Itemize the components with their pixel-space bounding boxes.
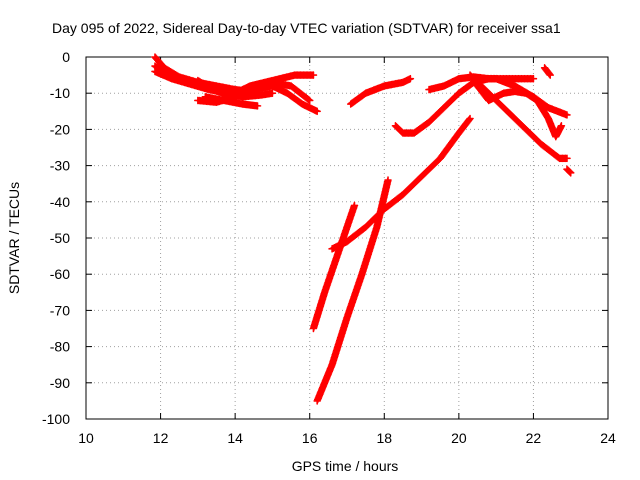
x-tick-label: 24	[600, 430, 616, 446]
series-arc-10	[328, 114, 474, 253]
y-tick-label: -80	[50, 339, 70, 355]
series-arc-18	[563, 165, 575, 177]
series-markers	[313, 176, 392, 405]
series-markers	[216, 82, 321, 116]
x-tick-label: 22	[526, 430, 542, 446]
y-tick-label: -60	[50, 266, 70, 282]
axis-ticks	[85, 56, 609, 420]
x-axis-label: GPS time / hours	[292, 458, 399, 474]
x-tick-label: 12	[153, 430, 169, 446]
x-tick-labels: 10 12 14 16 18 20 22 24	[78, 430, 616, 446]
y-tick-label: -30	[50, 158, 70, 174]
y-tick-label: -10	[50, 85, 70, 101]
series-arc-17	[540, 64, 555, 79]
series-arc-16	[469, 74, 571, 119]
data-series	[151, 53, 575, 405]
series-markers	[469, 74, 571, 119]
series-markers	[563, 165, 575, 177]
y-tick-labels: 0 -10 -20 -30 -40 -50 -60 -70 -80 -90 -100	[42, 49, 70, 427]
y-tick-label: -100	[42, 411, 70, 427]
y-tick-label: -40	[50, 194, 70, 210]
series-arc-6	[201, 93, 262, 110]
x-tick-label: 10	[78, 430, 94, 446]
series-arc-7	[216, 82, 321, 116]
y-tick-label: 0	[62, 49, 70, 65]
y-tick-label: -90	[50, 375, 70, 391]
x-tick-label: 14	[227, 430, 243, 446]
chart-title: Day 095 of 2022, Sidereal Day-to-day VTE…	[52, 20, 561, 36]
series-markers	[346, 74, 415, 108]
series-markers	[540, 64, 555, 79]
series-arc-11	[346, 74, 415, 108]
y-axis-label: SDTVAR / TECUs	[6, 182, 22, 294]
y-tick-label: -70	[50, 302, 70, 318]
series-arc-9	[313, 176, 392, 405]
x-tick-label: 16	[302, 430, 318, 446]
y-tick-label: -20	[50, 121, 70, 137]
x-tick-label: 18	[376, 430, 392, 446]
y-tick-label: -50	[50, 230, 70, 246]
series-markers	[201, 93, 262, 110]
series-markers	[328, 114, 474, 253]
x-tick-label: 20	[451, 430, 467, 446]
